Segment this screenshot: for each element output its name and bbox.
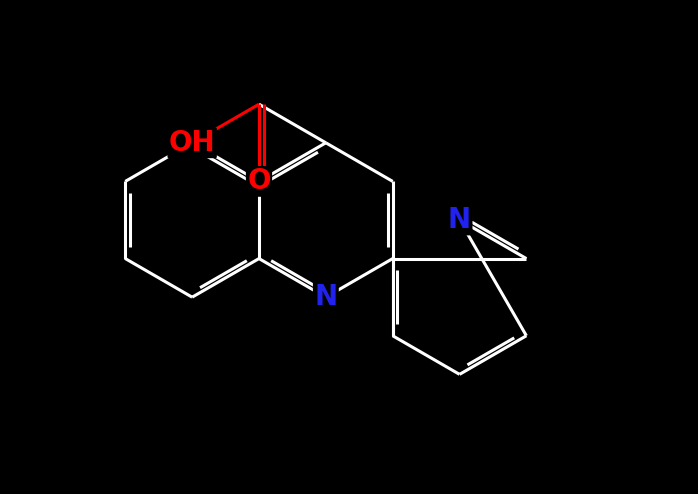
Text: OH: OH <box>169 129 216 157</box>
Text: N: N <box>448 206 471 234</box>
Text: N: N <box>314 283 337 311</box>
Text: O: O <box>247 167 271 196</box>
